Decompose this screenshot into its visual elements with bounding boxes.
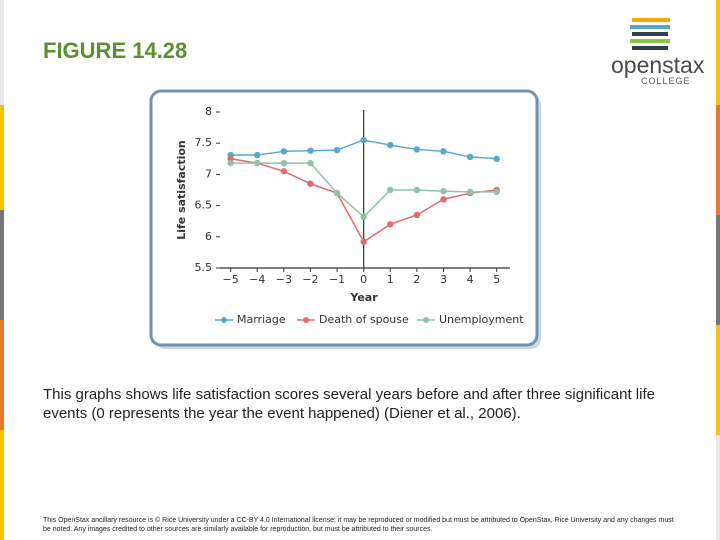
logo-icon: [630, 18, 670, 50]
point: [227, 159, 234, 167]
point: [387, 221, 394, 228]
legend-label: Unemployment: [439, 313, 524, 326]
logo-name: openstax: [611, 52, 705, 78]
x-tick-label: −5: [223, 273, 239, 286]
point: [440, 148, 447, 155]
x-tick-label: −4: [249, 273, 265, 286]
x-tick-label: −2: [302, 273, 318, 286]
edge-bar: [716, 215, 720, 325]
edge-bar: [716, 0, 720, 105]
point: [333, 146, 341, 154]
x-tick-label: −3: [276, 273, 292, 286]
point: [387, 186, 394, 194]
edge-bar: [0, 320, 4, 430]
legend-label: Death of spouse: [319, 313, 409, 326]
edge-bar: [0, 430, 4, 540]
point: [466, 188, 474, 196]
logo-sub: COLLEGE: [641, 76, 691, 86]
edge-bar: [716, 325, 720, 435]
point: [254, 159, 261, 167]
point: [307, 147, 314, 154]
x-tick-label: 5: [493, 273, 500, 286]
point: [440, 188, 447, 195]
point: [280, 168, 288, 175]
y-tick-label: 8: [205, 105, 212, 118]
y-axis-label: Life satisfaction: [175, 140, 188, 240]
chart-panel: [149, 89, 539, 347]
point: [440, 196, 447, 203]
edge-bar: [0, 0, 4, 105]
edge-bar: [0, 105, 4, 210]
x-tick-label: 0: [360, 273, 367, 286]
slide-title: FIGURE 14.28: [43, 38, 188, 63]
footer: This OpenStax ancillary resource is © Ri…: [43, 517, 674, 533]
edge-bar: [716, 435, 720, 540]
point: [413, 146, 421, 153]
point: [493, 188, 500, 196]
point: [307, 159, 314, 167]
caption: This graphs shows life satisfaction scor…: [43, 386, 655, 422]
point: [466, 153, 474, 161]
point: [360, 238, 367, 245]
y-tick-label: 6: [205, 230, 212, 243]
legend-label: Marriage: [237, 313, 286, 326]
y-tick-label: 7.5: [195, 136, 213, 149]
legend-swatch: [303, 317, 309, 323]
x-tick-label: 2: [413, 273, 420, 286]
point: [280, 148, 288, 155]
point: [280, 159, 288, 167]
x-tick-label: 1: [387, 273, 394, 286]
point: [413, 211, 421, 219]
point: [360, 213, 367, 221]
point: [413, 186, 421, 194]
point: [387, 141, 394, 149]
legend-swatch: [423, 317, 429, 323]
y-tick-label: 6.5: [195, 199, 213, 212]
point: [360, 136, 367, 144]
x-axis-label: Year: [349, 291, 378, 304]
point: [333, 189, 341, 197]
legend-swatch: [221, 317, 227, 323]
point: [307, 180, 314, 187]
x-tick-label: 4: [467, 273, 474, 286]
y-tick-label: 5.5: [195, 261, 213, 274]
edge-bar: [0, 210, 4, 320]
point: [254, 151, 261, 159]
point: [493, 155, 500, 162]
y-tick-label: 7: [205, 167, 212, 180]
x-tick-label: 3: [440, 273, 447, 286]
x-tick-label: −1: [329, 273, 345, 286]
edge-bar: [716, 105, 720, 215]
